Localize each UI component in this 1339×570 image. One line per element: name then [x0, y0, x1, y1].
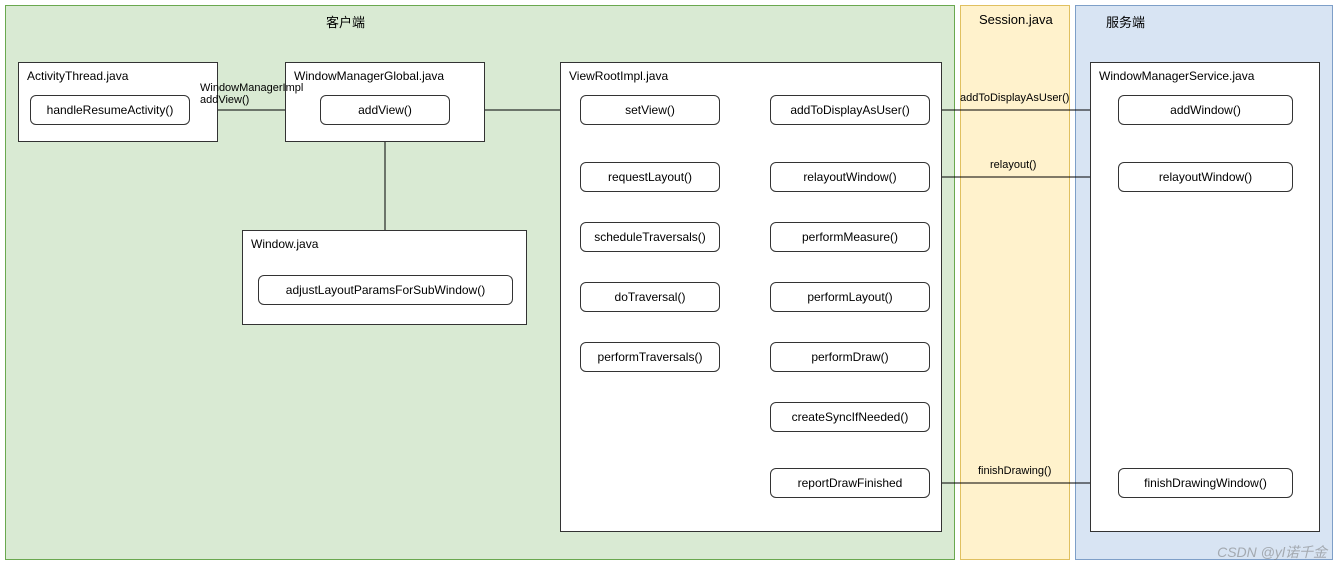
- node-addWindow: addWindow(): [1118, 95, 1293, 125]
- edge-label-0: WindowManagerImpladdView(): [200, 82, 303, 106]
- node-adjustLayout: adjustLayoutParamsForSubWindow(): [258, 275, 513, 305]
- box-title-wms: WindowManagerService.java: [1099, 69, 1254, 83]
- node-performTraversals: performTraversals(): [580, 342, 720, 372]
- node-scheduleTraversals: scheduleTraversals(): [580, 222, 720, 252]
- node-addToDisplayAsUser: addToDisplayAsUser(): [770, 95, 930, 125]
- node-setView: setView(): [580, 95, 720, 125]
- node-handleResumeActivity: handleResumeActivity(): [30, 95, 190, 125]
- node-finishDrawingWindow: finishDrawingWindow(): [1118, 468, 1293, 498]
- node-requestLayout: requestLayout(): [580, 162, 720, 192]
- node-createSyncIfNeeded: createSyncIfNeeded(): [770, 402, 930, 432]
- node-performMeasure: performMeasure(): [770, 222, 930, 252]
- node-reportDrawFinished: reportDrawFinished: [770, 468, 930, 498]
- box-title-activityThread: ActivityThread.java: [27, 69, 128, 83]
- region-title-session: Session.java: [979, 12, 1053, 27]
- diagram-canvas: 客户端 Session.java 服务端 CSDN @yl诺千金 ActivityT…: [0, 0, 1339, 570]
- box-title-window: Window.java: [251, 237, 318, 251]
- edge-label-14: addToDisplayAsUser(): [960, 92, 1069, 104]
- node-performDraw: performDraw(): [770, 342, 930, 372]
- watermark-text: CSDN @yl诺千金: [1217, 542, 1327, 562]
- node-performLayout: performLayout(): [770, 282, 930, 312]
- region-title-client: 客户端: [326, 12, 365, 31]
- box-title-wmg: WindowManagerGlobal.java: [294, 69, 444, 83]
- node-relayoutWindowC: relayoutWindow(): [770, 162, 930, 192]
- edge-label-16: finishDrawing(): [978, 465, 1051, 477]
- edge-label-15: relayout(): [990, 159, 1036, 171]
- node-addView: addView(): [320, 95, 450, 125]
- box-wms: WindowManagerService.java: [1090, 62, 1320, 532]
- node-relayoutWindowS: relayoutWindow(): [1118, 162, 1293, 192]
- box-title-vri: ViewRootImpl.java: [569, 69, 668, 83]
- region-title-server: 服务端: [1106, 12, 1145, 31]
- node-doTraversal: doTraversal(): [580, 282, 720, 312]
